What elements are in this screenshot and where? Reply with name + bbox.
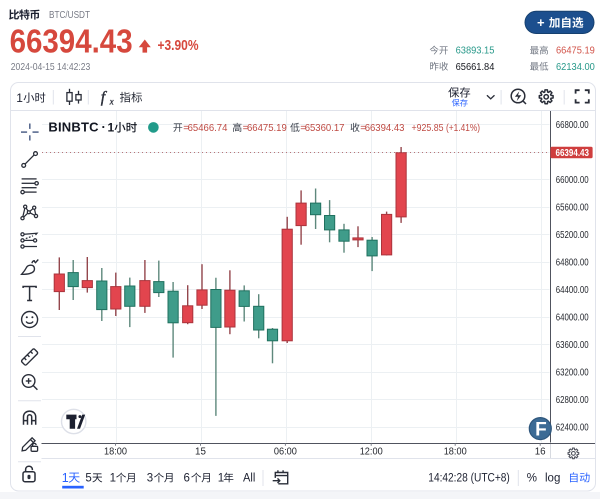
svg-text:log: log [545, 473, 560, 485]
svg-text:=: = [360, 123, 366, 134]
svg-text:=: = [183, 123, 189, 134]
svg-text:16: 16 [535, 447, 546, 458]
svg-text:6: 6 [184, 473, 190, 485]
svg-text:15: 15 [195, 447, 206, 458]
svg-text:64800.00: 64800.00 [556, 258, 589, 269]
svg-text:2024-04-15 14:42:23: 2024-04-15 14:42:23 [11, 62, 91, 73]
svg-text:All: All [243, 473, 255, 485]
svg-text:66800.00: 66800.00 [556, 120, 589, 131]
svg-text:65200.00: 65200.00 [556, 230, 589, 241]
svg-text:62400.00: 62400.00 [556, 423, 589, 434]
svg-text:12:00: 12:00 [360, 447, 384, 458]
svg-text:1: 1 [16, 91, 23, 105]
svg-text:66394.43: 66394.43 [365, 123, 405, 134]
svg-text:65466.74: 65466.74 [188, 123, 228, 134]
svg-text:18:00: 18:00 [104, 447, 128, 458]
svg-text:14:42:28 (UTC+8): 14:42:28 (UTC+8) [428, 473, 510, 485]
svg-text:f: f [101, 89, 108, 106]
svg-text:F: F [535, 419, 547, 440]
svg-text:65600.00: 65600.00 [556, 203, 589, 214]
svg-text:BTC/USDT: BTC/USDT [49, 10, 90, 21]
svg-text:63600.00: 63600.00 [556, 340, 589, 351]
svg-text:66394.43: 66394.43 [10, 23, 133, 60]
svg-text:(+1.41%): (+1.41%) [446, 123, 480, 134]
svg-text:+3.90%: +3.90% [158, 37, 199, 54]
svg-text:62800.00: 62800.00 [556, 395, 589, 406]
svg-text:1: 1 [218, 473, 224, 485]
svg-text:BINBTC: BINBTC [48, 120, 99, 135]
svg-text:66475.19: 66475.19 [556, 46, 595, 57]
svg-text:%: % [527, 473, 537, 485]
svg-text:=: = [300, 123, 306, 134]
svg-text:66475.19: 66475.19 [247, 123, 287, 134]
svg-text:+: + [537, 15, 545, 30]
svg-text:65360.17: 65360.17 [305, 123, 345, 134]
svg-text:06:00: 06:00 [274, 447, 298, 458]
svg-text:18:00: 18:00 [444, 447, 468, 458]
svg-text:x: x [109, 97, 114, 107]
svg-text:66000.00: 66000.00 [556, 175, 589, 186]
svg-text:1: 1 [108, 121, 115, 135]
svg-text:5: 5 [85, 473, 91, 485]
svg-text:+925.85: +925.85 [412, 123, 444, 134]
svg-text:1: 1 [62, 471, 69, 485]
svg-text:62134.00: 62134.00 [556, 62, 595, 73]
svg-text:64400.00: 64400.00 [556, 285, 589, 296]
svg-text:63893.15: 63893.15 [456, 46, 495, 57]
svg-text:·: · [102, 120, 106, 135]
svg-text:66394.43: 66394.43 [556, 148, 590, 159]
svg-text:3: 3 [147, 473, 153, 485]
svg-text:63200.00: 63200.00 [556, 368, 589, 379]
svg-text:=: = [243, 123, 249, 134]
svg-text:1: 1 [110, 473, 116, 485]
svg-text:64000.00: 64000.00 [556, 313, 589, 324]
svg-text:65661.84: 65661.84 [456, 62, 495, 73]
